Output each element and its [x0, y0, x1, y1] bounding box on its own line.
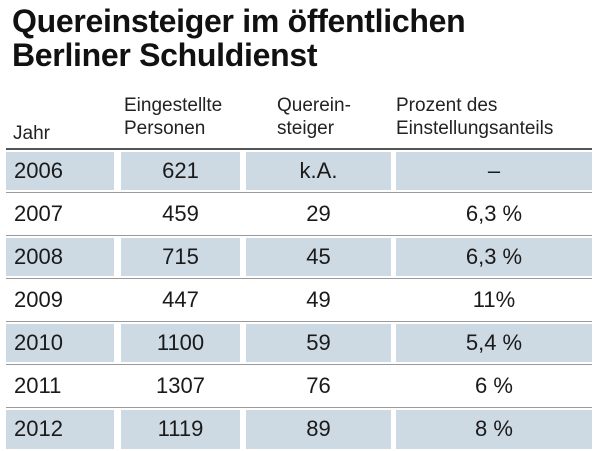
header-divider: [6, 148, 592, 150]
header-eingestellte-line-1: Eingestellte: [124, 95, 223, 116]
cell-jahr: 2012: [14, 416, 63, 441]
row-shade: [396, 410, 592, 449]
header-prozent-line-2: Einstellungsanteils: [396, 118, 554, 139]
cell-jahr: 2010: [14, 330, 63, 355]
header-jahr: Jahr: [13, 123, 50, 144]
cell-prozent: 11%: [472, 287, 516, 312]
cell-quereinsteiger: 45: [306, 244, 331, 269]
table-row: 2008 715 45 6,3 %: [6, 236, 592, 279]
row-shade: [246, 324, 391, 362]
table-row: 2007 459 29 6,3 %: [6, 193, 592, 236]
cell-quereinsteiger: k.A.: [299, 158, 338, 183]
header-prozent-line-1: Prozent des: [396, 95, 498, 116]
table-row: 2011 1307 76 6 %: [6, 365, 592, 408]
header-quereinsteiger: Querein- steiger: [277, 94, 351, 140]
row-shade: [6, 324, 114, 362]
row-shade: [6, 152, 114, 190]
header-prozent: Prozent des Einstellungsanteils: [396, 94, 553, 140]
table-title: Quereinsteiger im öffentlichen Berliner …: [12, 4, 592, 72]
table-row: 2009 447 49 11%: [6, 279, 592, 322]
cell-eingestellte: 621: [162, 158, 199, 183]
cell-quereinsteiger: 29: [306, 201, 331, 226]
cell-eingestellte: 459: [162, 201, 199, 226]
table-row: 2010 1100 59 5,4 %: [6, 322, 592, 365]
row-shade: [121, 238, 240, 276]
row-shade: [6, 410, 114, 449]
header-quereinsteiger-line-1: Querein-: [277, 95, 351, 116]
row-shade: [121, 324, 240, 362]
cell-jahr: 2006: [14, 158, 63, 183]
table-body: 2006 621 k.A. – 2007 459 29 6,3 % 2008 715 45 6,3 %…: [6, 150, 592, 451]
table-row: 2012 1119 89 8 %: [6, 408, 592, 451]
cell-prozent: –: [487, 158, 501, 183]
row-shade: [246, 410, 391, 449]
cell-prozent: 5,4 %: [465, 330, 523, 355]
table-row: 2006 621 k.A. –: [6, 150, 592, 193]
cell-quereinsteiger: 49: [306, 287, 331, 312]
row-shade: [246, 238, 391, 276]
cell-eingestellte: 447: [162, 287, 199, 312]
cell-quereinsteiger: 76: [306, 373, 331, 398]
cell-eingestellte: 1119: [157, 416, 204, 441]
cell-jahr: 2007: [14, 201, 63, 226]
row-shade: [396, 238, 592, 276]
row-shade: [121, 410, 240, 449]
row-shade: [6, 238, 114, 276]
cell-jahr: 2008: [14, 244, 63, 269]
cell-eingestellte: 715: [162, 244, 199, 269]
row-shade: [246, 152, 391, 190]
title-line-1: Quereinsteiger im öffentlichen: [12, 3, 466, 39]
header-eingestellte: Eingestellte Personen: [124, 94, 222, 140]
cell-quereinsteiger: 59: [306, 330, 331, 355]
row-shade: [396, 152, 592, 190]
cell-prozent: 6 %: [475, 373, 513, 398]
cell-prozent: 6,3 %: [465, 244, 523, 269]
header-quereinsteiger-line-2: steiger: [277, 118, 335, 139]
row-shade: [121, 152, 240, 190]
cell-jahr: 2009: [14, 287, 63, 312]
cell-prozent: 6,3 %: [465, 201, 523, 226]
title-line-2: Berliner Schuldienst: [12, 37, 318, 73]
cell-jahr: 2011: [14, 373, 62, 398]
cell-prozent: 8 %: [475, 416, 513, 441]
cell-quereinsteiger: 89: [306, 416, 331, 441]
cell-eingestellte: 1100: [156, 330, 205, 355]
cell-eingestellte: 1307: [156, 373, 205, 398]
header-eingestellte-line-2: Personen: [124, 118, 206, 139]
row-shade: [396, 324, 592, 362]
